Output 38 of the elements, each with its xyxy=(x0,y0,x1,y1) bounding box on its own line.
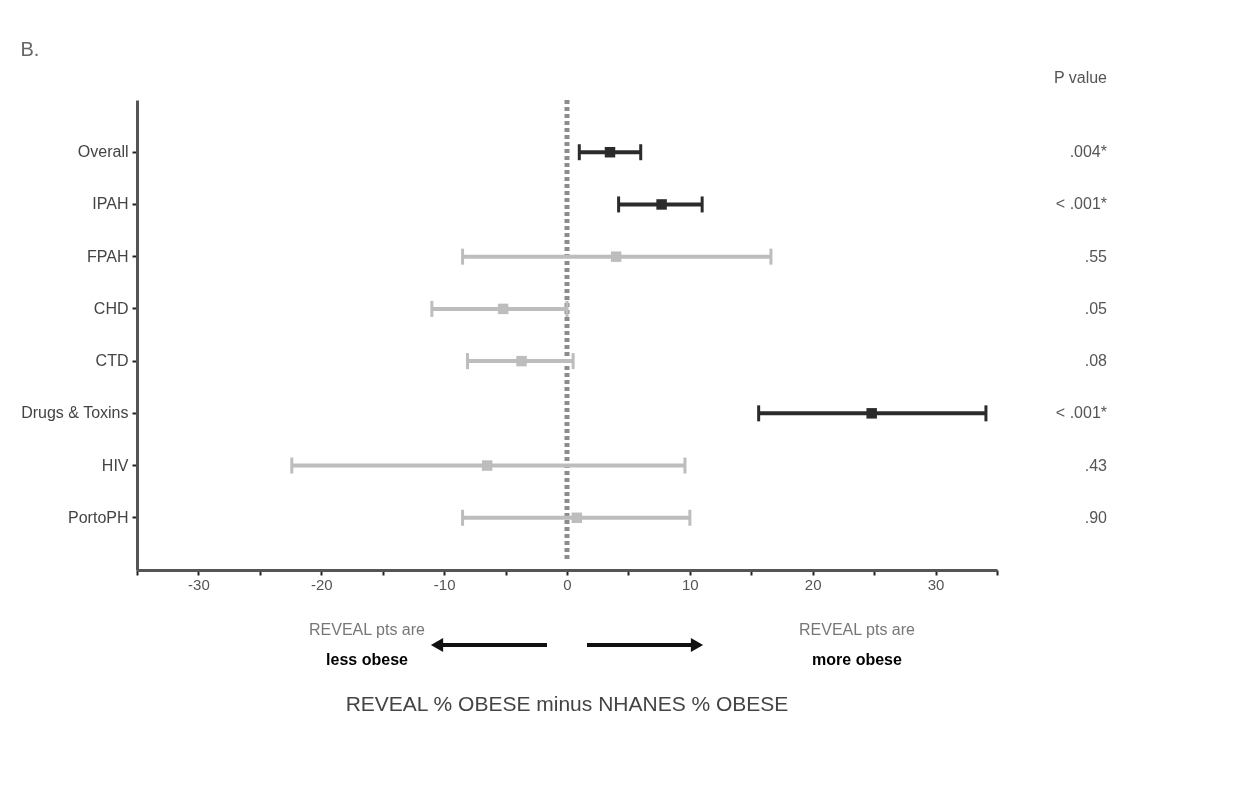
text: .004* xyxy=(1069,143,1107,161)
x-tick-label: -20 xyxy=(310,575,333,593)
y-tick-label: CHD xyxy=(93,299,129,317)
y-tick-label: PortoPH xyxy=(68,508,129,526)
text: REVEAL pts are xyxy=(799,621,916,638)
x-tick-label: 0 xyxy=(563,575,572,593)
chart-title: B. xyxy=(20,38,40,60)
text: < .001* xyxy=(1055,195,1107,213)
point xyxy=(571,512,583,524)
text: .90 xyxy=(1084,508,1108,526)
x-tick-label: -30 xyxy=(188,575,210,593)
y-tick-label: Drugs & Toxins xyxy=(21,404,129,422)
text: < .001* xyxy=(1055,404,1107,422)
point xyxy=(516,355,527,367)
x-tick-label: 20 xyxy=(804,575,822,593)
x-tick-label: 30 xyxy=(927,575,945,593)
text: P value xyxy=(1053,69,1108,86)
y-tick-label: HIV xyxy=(101,456,129,474)
point xyxy=(497,303,509,315)
text: more obese xyxy=(812,651,903,668)
y-tick-label: IPAH xyxy=(92,195,129,213)
text: .55 xyxy=(1084,247,1108,265)
x-tick-label: 10 xyxy=(682,575,699,593)
text: less obese xyxy=(326,651,409,668)
y-tick-label: FPAH xyxy=(87,247,129,265)
text: .05 xyxy=(1084,299,1108,317)
x-axis-title: REVEAL % OBESE minus NHANES % OBESE xyxy=(345,692,789,715)
text: .08 xyxy=(1084,352,1108,370)
point xyxy=(866,408,877,419)
point xyxy=(481,460,493,471)
point xyxy=(656,199,667,210)
point xyxy=(610,251,622,262)
text: REVEAL pts are xyxy=(309,621,426,638)
y-tick-label: Overall xyxy=(77,143,129,161)
y-tick-label: CTD xyxy=(95,352,129,370)
text: .43 xyxy=(1084,456,1108,474)
point xyxy=(604,146,616,158)
x-tick-label: -10 xyxy=(433,575,456,593)
